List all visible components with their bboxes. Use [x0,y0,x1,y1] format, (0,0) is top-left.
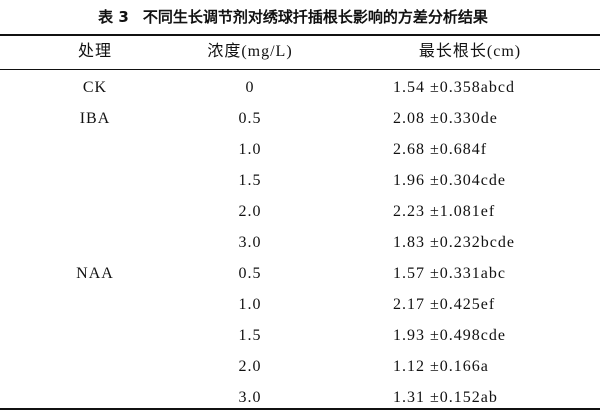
header-cell: 处理 [77,43,112,60]
table-cell: 1.31 ±0.152ab [393,389,498,406]
table-cell: 1.83 ±0.232bcde [393,234,515,251]
table-cell: 1.96 ±0.304cde [393,172,506,189]
table-cell: 0 [245,79,255,96]
table-cell: 1.54 ±0.358abcd [393,79,515,96]
table-cell: 1.93 ±0.498cde [393,327,506,344]
table-cell: 3.0 [238,234,262,251]
header-cell: 最长根长(cm) [418,43,522,60]
bottom-rule [0,408,600,410]
table-cell: IBA [79,110,111,127]
header-rule [0,69,600,70]
table-label: 表 3 [98,8,129,26]
table-cell: 1.57 ±0.331abc [393,265,506,282]
header-cell: 浓度(mg/L) [207,43,293,60]
table-cell: 2.17 ±0.425ef [393,296,496,313]
table-caption: 表 3 不同生长调节剂对绣球扦插根长影响的方差分析结果 [0,6,600,27]
table-cell: 2.0 [238,203,262,220]
table-title: 不同生长调节剂对绣球扦插根长影响的方差分析结果 [142,8,488,26]
table-cell: 2.68 ±0.684f [393,141,488,158]
table-cell: 1.5 [238,172,262,189]
table-cell: NAA [76,265,114,282]
top-rule [0,34,600,36]
table-cell: 0.5 [238,110,262,127]
table-cell: 1.12 ±0.166a [393,358,489,375]
table-cell: 2.23 ±1.081ef [393,203,496,220]
table-cell: CK [82,79,108,96]
table-cell: 2.0 [238,358,262,375]
table-cell: 3.0 [238,389,262,406]
table-cell: 0.5 [238,265,262,282]
table-cell: 1.0 [238,141,262,158]
table-cell: 2.08 ±0.330de [393,110,498,127]
table-cell: 1.5 [238,327,262,344]
table-cell: 1.0 [238,296,262,313]
